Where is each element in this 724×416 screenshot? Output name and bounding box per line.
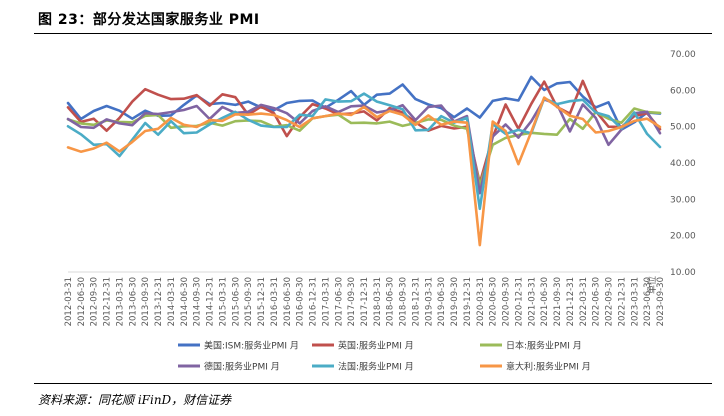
legend: 美国:ISM:服务业PMI 月 英国:服务业PMI 月 日本:服务业PMI 月德国:… [178, 340, 591, 373]
x-tick-label: 2017-09-30 [347, 277, 357, 326]
x-tick-label: 2022-06-30 [592, 277, 602, 326]
x-tick-label: 2020-12-31 [514, 277, 524, 326]
x-tick-label: 2021-03-31 [527, 277, 537, 326]
legend-label: 德国:服务业PMI 月 [204, 361, 280, 373]
x-tick-label: 2017-06-30 [334, 277, 344, 326]
y-tick-label: 70.00 [670, 50, 696, 60]
figure-title: 图 23：部分发达国家服务业 PMI [38, 12, 260, 28]
x-tick-label: 2013-09-30 [141, 277, 151, 326]
x-tick-label: 2012-06-30 [77, 277, 87, 326]
x-tick-label: 2014-03-31 [167, 277, 177, 326]
source-note: 资料来源：同花顺 iFinD，财信证券 [38, 393, 232, 407]
x-tick-label: 2023-03-31 [630, 277, 640, 326]
legend-label: 日本:服务业PMI 月 [506, 340, 582, 352]
x-tick-label: 2018-12-31 [411, 277, 421, 326]
x-tick-label: 2016-12-31 [309, 277, 319, 326]
pmi-line-chart: 70.00 60.00 50.00 40.00 30.00 20.00 10.00 单位 201… [64, 50, 696, 373]
x-tick-label: 2023-06-30 [643, 277, 653, 326]
x-tick-label: 2014-09-30 [193, 277, 203, 326]
x-tick-label: 2020-03-31 [476, 277, 486, 326]
x-tick-label: 2018-06-30 [386, 277, 396, 326]
x-tick-label: 2016-03-31 [270, 277, 280, 326]
x-tick-label: 2022-12-31 [617, 277, 627, 326]
x-tick-label: 2019-09-30 [450, 277, 460, 326]
x-tick-label: 2019-06-30 [437, 277, 447, 326]
legend-label: 意大利:服务业PMI 月 [506, 361, 591, 373]
legend-label: 英国:服务业PMI 月 [338, 340, 414, 352]
x-tick-label: 2019-03-31 [424, 277, 434, 326]
y-tick-label: 20.00 [670, 232, 696, 242]
x-tick-label: 2014-06-30 [180, 277, 190, 326]
axis-layer: 70.00 60.00 50.00 40.00 30.00 20.00 10.00 单位 201… [64, 50, 696, 326]
y-tick-label: 60.00 [670, 86, 696, 96]
x-tick-label: 2015-06-30 [231, 277, 241, 326]
x-tick-label: 2021-09-30 [553, 277, 563, 326]
series-line-4 [66, 98, 662, 195]
x-tick-label: 2013-03-31 [115, 277, 125, 326]
x-tick-label: 2018-03-31 [373, 277, 383, 326]
legend-label: 美国:ISM:服务业PMI 月 [204, 340, 299, 352]
x-tick-label: 2012-09-30 [90, 277, 100, 326]
bottom-rule [34, 383, 712, 384]
x-tick-label: 2016-06-30 [283, 277, 293, 326]
x-tick-label: 2017-12-31 [360, 277, 370, 326]
x-tick-label: 2015-03-31 [218, 277, 228, 326]
x-tick-label: 2020-09-30 [502, 277, 512, 326]
x-tick-label: 2021-06-30 [540, 277, 550, 326]
y-tick-label: 50.00 [670, 123, 696, 133]
legend-label: 法国:服务业PMI 月 [338, 361, 414, 373]
x-tick-label: 2013-06-30 [128, 277, 138, 326]
x-tick-label: 2023-09-30 [656, 277, 666, 326]
x-tick-label: 2017-03-31 [321, 277, 331, 326]
x-tick-label: 2018-09-30 [399, 277, 409, 326]
x-tick-label: 2021-12-31 [566, 277, 576, 326]
top-rule [34, 33, 712, 34]
x-tick-label: 2022-03-31 [579, 277, 589, 326]
x-tick-label: 2016-09-30 [296, 277, 306, 326]
x-tick-label: 2014-12-31 [206, 277, 216, 326]
series-line-6 [66, 96, 662, 247]
x-tick-label: 2012-03-31 [64, 277, 74, 326]
x-tick-label: 2019-12-31 [463, 277, 473, 326]
x-tick-label: 2015-09-30 [244, 277, 254, 326]
x-tick-label: 2022-09-30 [605, 277, 615, 326]
y-tick-label: 30.00 [670, 195, 696, 205]
x-tick-label: 2012-12-31 [103, 277, 113, 326]
x-tick-label: 2020-06-30 [489, 277, 499, 326]
x-tick-label: 2015-12-31 [257, 277, 267, 326]
x-tick-label: 2013-12-31 [154, 277, 164, 326]
series-line-3 [66, 107, 662, 187]
series-line-5 [66, 92, 662, 211]
series-layer [66, 75, 662, 247]
y-tick-label: 10.00 [670, 268, 696, 278]
y-tick-label: 40.00 [670, 159, 696, 169]
y-axis-unit-label: 单位 [646, 276, 658, 294]
